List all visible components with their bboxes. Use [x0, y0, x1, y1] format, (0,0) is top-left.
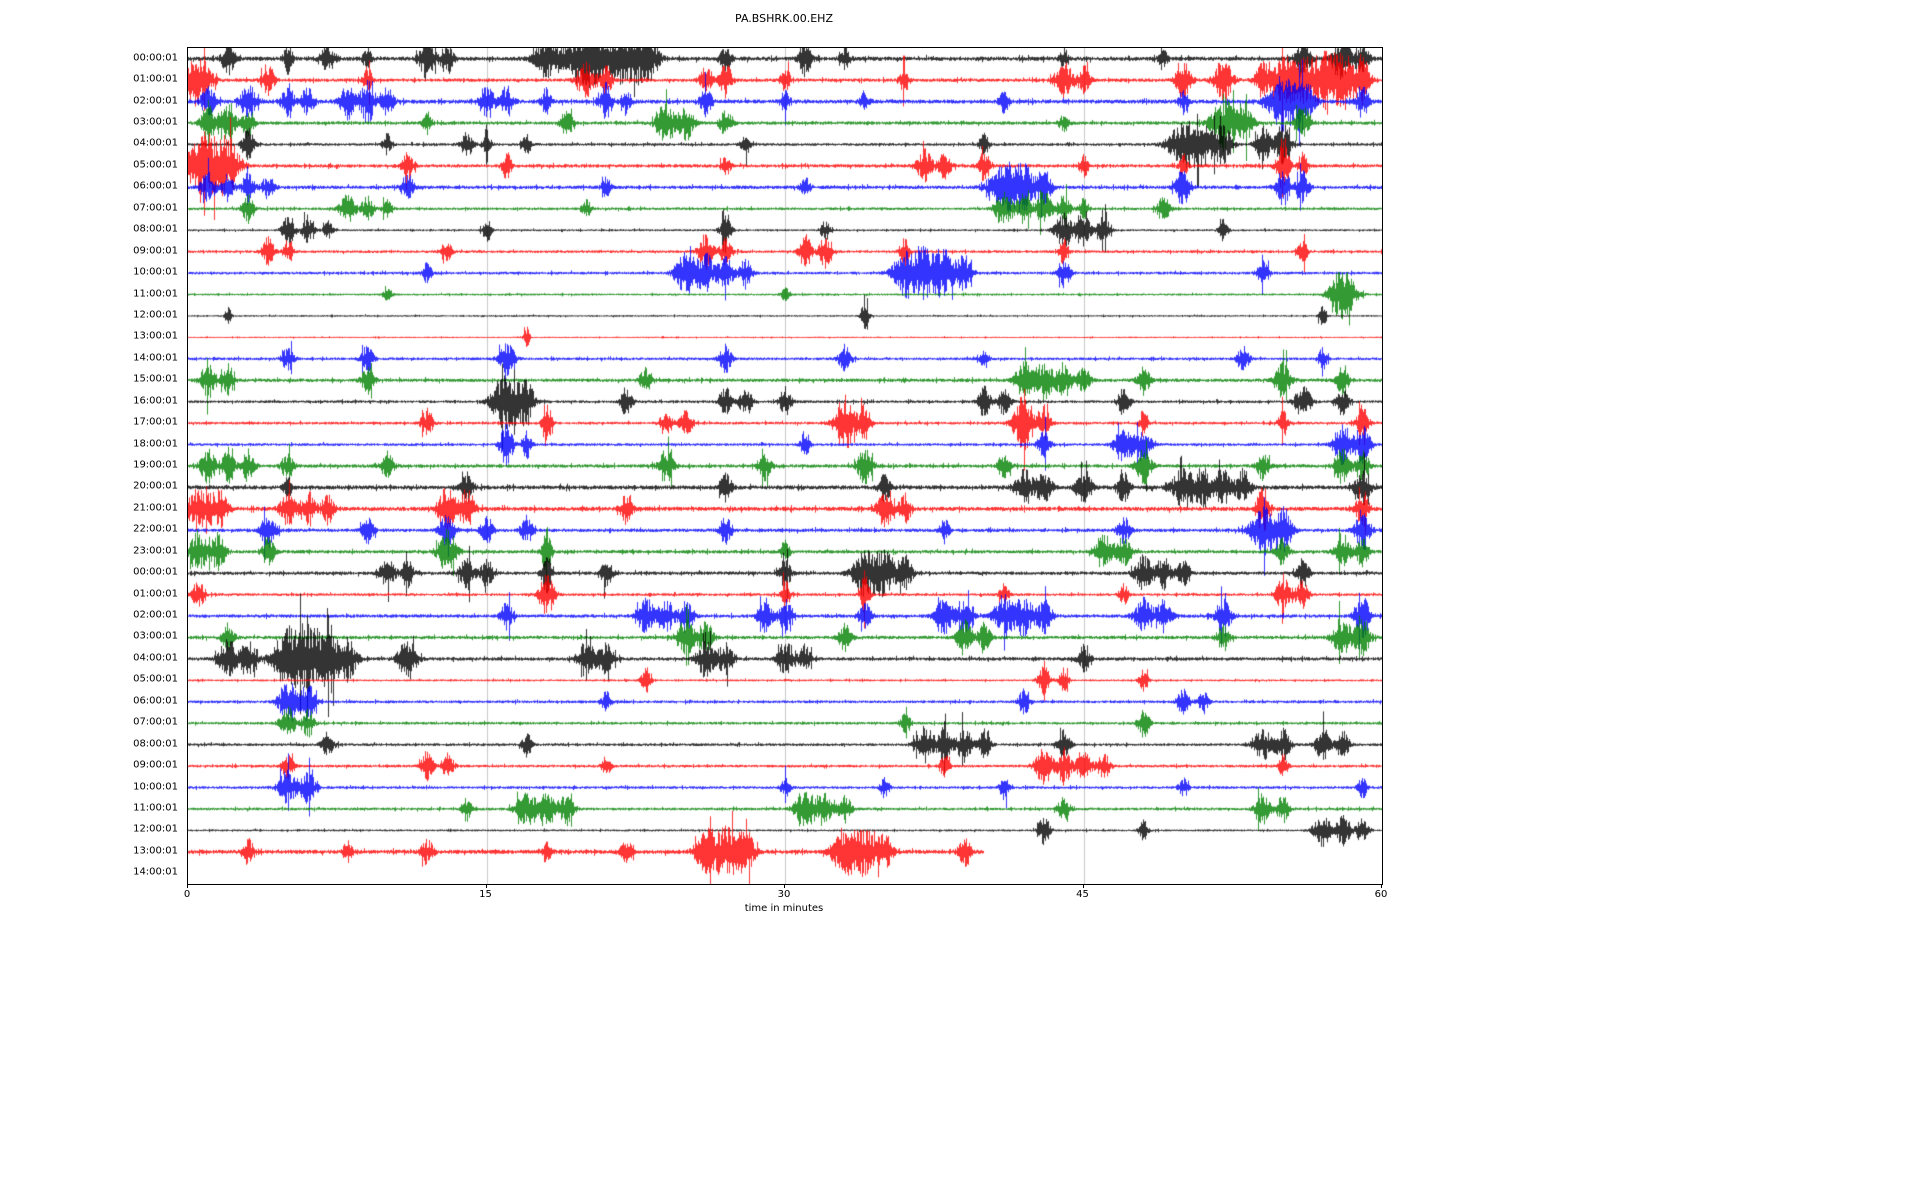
y-tick-label: 05:00:01 — [133, 673, 178, 685]
y-tick-label: 00:00:01 — [133, 566, 178, 578]
x-tick-label: 45 — [1076, 889, 1089, 900]
y-tick-label: 14:00:01 — [133, 866, 178, 878]
y-tick-label: 08:00:01 — [133, 738, 178, 750]
y-tick-label: 04:00:01 — [133, 652, 178, 664]
y-tick-label: 09:00:01 — [133, 759, 178, 771]
y-tick-label: 23:00:01 — [133, 545, 178, 557]
y-tick-label: 17:00:01 — [133, 416, 178, 428]
y-tick-label: 13:00:01 — [133, 330, 178, 342]
y-tick-label: 02:00:01 — [133, 609, 178, 621]
x-tick-label: 15 — [479, 889, 492, 900]
y-tick-label: 14:00:01 — [133, 352, 178, 364]
y-tick-label: 01:00:01 — [133, 73, 178, 85]
y-tick-label: 19:00:01 — [133, 459, 178, 471]
y-tick-label: 18:00:01 — [133, 438, 178, 450]
y-tick-label: 01:00:01 — [133, 588, 178, 600]
y-tick-label: 07:00:01 — [133, 716, 178, 728]
y-tick-label: 11:00:01 — [133, 802, 178, 814]
y-tick-label: 10:00:01 — [133, 266, 178, 278]
y-tick-label: 08:00:01 — [133, 223, 178, 235]
y-tick-label: 02:00:01 — [133, 95, 178, 107]
y-tick-label: 06:00:01 — [133, 695, 178, 707]
plot-area — [187, 47, 1383, 885]
y-tick-label: 13:00:01 — [133, 845, 178, 857]
y-tick-label: 11:00:01 — [133, 288, 178, 299]
seismogram-canvas — [188, 48, 1382, 884]
x-tick-label: 0 — [183, 889, 191, 900]
y-tick-label: 03:00:01 — [133, 116, 178, 128]
y-tick-label: 22:00:01 — [133, 523, 178, 535]
y-tick-label: 09:00:01 — [133, 245, 178, 257]
y-tick-label: 21:00:01 — [133, 502, 178, 514]
y-tick-label: 10:00:01 — [133, 781, 178, 793]
y-tick-label: 06:00:01 — [133, 180, 178, 192]
y-tick-label: 04:00:01 — [133, 137, 178, 149]
y-tick-label: 05:00:01 — [133, 159, 178, 171]
y-tick-label: 20:00:01 — [133, 480, 178, 492]
y-tick-label: 00:00:01 — [133, 52, 178, 64]
x-axis-title: time in minutes — [744, 903, 824, 914]
y-tick-label: 12:00:01 — [133, 309, 178, 321]
y-axis: 00:00:01 01:00:01 02:00:01 03:00:01 04:00:01… — [0, 47, 183, 883]
x-tick-label: 30 — [777, 889, 791, 900]
y-tick-label: 07:00:01 — [133, 202, 178, 214]
y-tick-label: 12:00:01 — [133, 823, 178, 835]
y-tick-label: 03:00:01 — [133, 630, 178, 642]
x-tick-label: 60 — [1374, 889, 1388, 900]
y-tick-label: 15:00:01 — [133, 373, 178, 385]
y-tick-label: 16:00:01 — [133, 395, 178, 407]
chart-title: PA.BSHRK.00.EHZ — [735, 12, 833, 25]
